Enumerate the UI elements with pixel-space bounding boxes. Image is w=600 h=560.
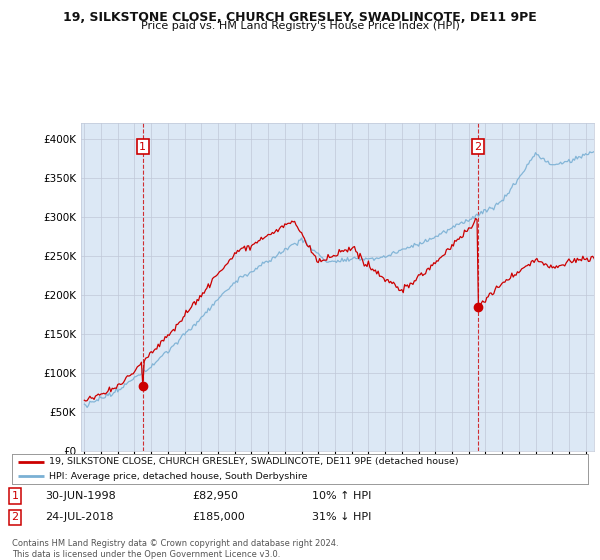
Text: £82,950: £82,950 [192, 491, 238, 501]
Text: Contains HM Land Registry data © Crown copyright and database right 2024.
This d: Contains HM Land Registry data © Crown c… [12, 539, 338, 559]
Text: 10% ↑ HPI: 10% ↑ HPI [312, 491, 371, 501]
Text: 30-JUN-1998: 30-JUN-1998 [45, 491, 116, 501]
Text: 2: 2 [11, 512, 19, 522]
Text: 19, SILKSTONE CLOSE, CHURCH GRESLEY, SWADLINCOTE, DE11 9PE (detached house): 19, SILKSTONE CLOSE, CHURCH GRESLEY, SWA… [49, 458, 459, 466]
Text: £185,000: £185,000 [192, 512, 245, 522]
Text: 31% ↓ HPI: 31% ↓ HPI [312, 512, 371, 522]
Text: 1: 1 [139, 142, 146, 152]
Text: HPI: Average price, detached house, South Derbyshire: HPI: Average price, detached house, Sout… [49, 472, 308, 480]
Text: Price paid vs. HM Land Registry's House Price Index (HPI): Price paid vs. HM Land Registry's House … [140, 21, 460, 31]
Text: 2: 2 [475, 142, 481, 152]
Text: 19, SILKSTONE CLOSE, CHURCH GRESLEY, SWADLINCOTE, DE11 9PE: 19, SILKSTONE CLOSE, CHURCH GRESLEY, SWA… [63, 11, 537, 24]
Text: 24-JUL-2018: 24-JUL-2018 [45, 512, 113, 522]
Text: 1: 1 [11, 491, 19, 501]
